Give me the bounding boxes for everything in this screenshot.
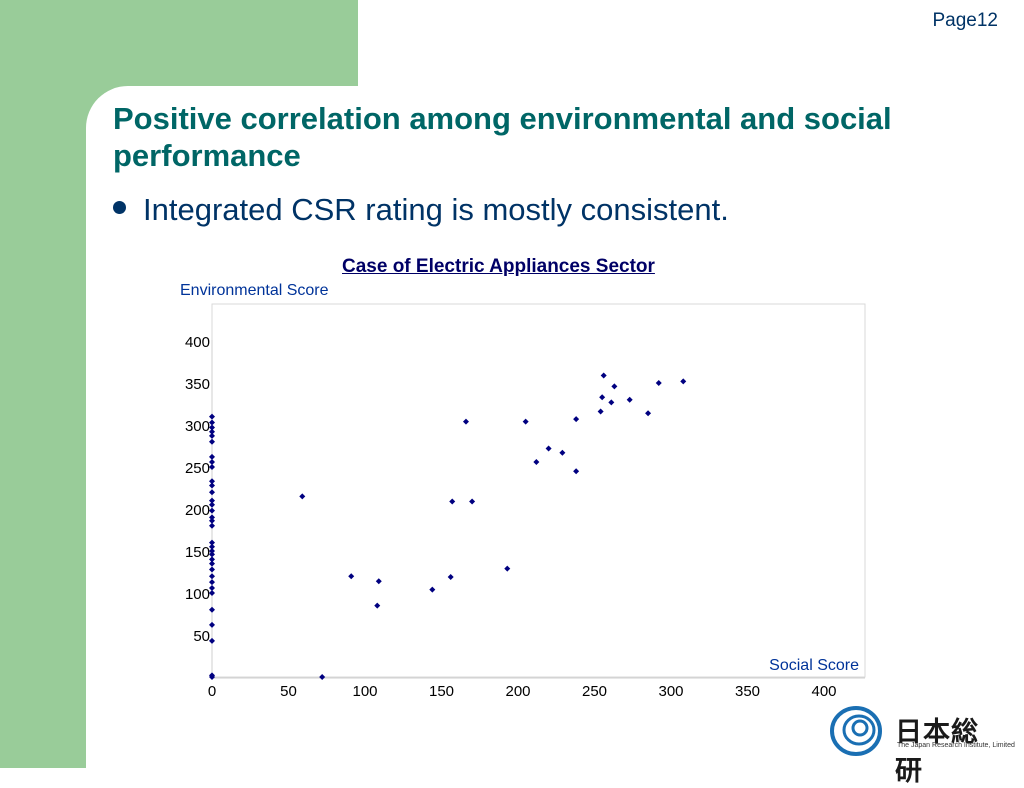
logo-name-japanese: 日本総研	[895, 717, 979, 787]
y-tick-label: 250	[185, 460, 210, 477]
x-tick-label: 300	[658, 683, 683, 700]
data-point	[209, 573, 215, 580]
x-tick-labels: 0 50 100 150 200 250 300 350 400	[208, 683, 837, 700]
y-tick-label: 350	[185, 376, 210, 393]
data-point	[374, 602, 381, 609]
data-point	[209, 432, 215, 439]
y-tick-label: 400	[185, 334, 210, 351]
data-point	[209, 453, 215, 460]
x-tick-label: 50	[280, 683, 297, 700]
data-point	[533, 458, 540, 465]
data-point	[608, 399, 615, 406]
data-point	[449, 498, 456, 505]
data-point	[611, 383, 618, 390]
data-point	[209, 637, 215, 644]
data-point	[209, 413, 215, 420]
data-point	[209, 539, 215, 546]
data-point	[209, 464, 215, 470]
logo-name-english: The Japan Research Institute, Limited	[897, 742, 1015, 749]
data-point	[545, 445, 552, 452]
data-point	[462, 418, 469, 425]
x-tick-label: 350	[735, 683, 760, 700]
data-point	[209, 522, 215, 529]
data-point	[573, 416, 580, 423]
data-point	[209, 501, 215, 508]
y-tick-label: 50	[193, 628, 210, 645]
data-point	[597, 408, 604, 415]
y-tick-labels: 50 100 150 200 250 300 350 400	[185, 334, 210, 645]
scatter-chart: Environmental Score Social Score 50 100 15…	[180, 282, 866, 700]
x-axis-label: Social Score	[769, 657, 859, 674]
data-point	[504, 565, 511, 572]
data-point	[209, 556, 215, 563]
y-tick-label: 200	[185, 502, 210, 519]
data-point	[559, 449, 566, 456]
x-tick-label: 200	[505, 683, 530, 700]
y-tick-label: 100	[185, 586, 210, 603]
data-point	[447, 574, 454, 581]
data-point	[209, 497, 215, 504]
data-point	[319, 674, 326, 680]
y-tick-label: 150	[185, 544, 210, 561]
data-point	[209, 672, 215, 679]
data-point	[209, 489, 215, 496]
data-point	[626, 396, 633, 403]
data-point	[209, 517, 215, 524]
company-logo: 日本総研 The Japan Research Institute, Limit…	[829, 704, 1015, 787]
data-point	[375, 578, 382, 585]
data-point	[209, 584, 215, 591]
data-point	[209, 590, 215, 596]
data-point	[348, 573, 355, 580]
data-point	[209, 566, 215, 573]
data-point	[655, 380, 662, 386]
data-point	[209, 424, 215, 431]
x-tick-label: 150	[429, 683, 454, 700]
data-point	[209, 419, 215, 426]
data-point	[209, 428, 215, 435]
data-point	[645, 410, 652, 417]
data-point	[429, 586, 436, 593]
y-axis-label: Environmental Score	[180, 282, 329, 299]
x-tick-label: 400	[811, 683, 836, 700]
data-point	[209, 548, 215, 554]
x-tick-label: 0	[208, 683, 216, 700]
bullet-text: Integrated CSR rating is mostly consiste…	[143, 192, 729, 227]
data-point	[209, 507, 215, 514]
data-point	[299, 493, 306, 500]
data-point	[209, 514, 215, 521]
data-point	[209, 551, 215, 558]
jri-swirl-logo-icon	[830, 706, 882, 756]
chart-title: Case of Electric Appliances Sector	[342, 256, 655, 277]
content-panel	[86, 86, 1024, 768]
page-number: Page12	[932, 10, 998, 31]
data-point	[209, 606, 215, 613]
bullet-item: Integrated CSR rating is mostly consiste…	[113, 192, 729, 228]
data-point	[522, 418, 529, 425]
bullet-dot-icon	[113, 201, 126, 215]
data-point	[209, 482, 215, 489]
data-point	[209, 478, 215, 485]
data-point	[209, 458, 215, 465]
slide-title: Positive correlation among environmental…	[113, 101, 892, 173]
data-point	[599, 394, 606, 401]
data-point	[209, 579, 215, 586]
data-point	[209, 438, 215, 445]
data-point	[469, 498, 476, 505]
data-point	[209, 560, 215, 567]
data-point	[209, 543, 215, 550]
data-points	[209, 372, 687, 680]
x-tick-label: 100	[352, 683, 377, 700]
y-tick-label: 300	[185, 418, 210, 435]
plot-frame	[211, 303, 866, 678]
data-point	[209, 621, 215, 628]
data-point	[600, 372, 607, 379]
data-point	[680, 378, 687, 385]
data-point	[573, 468, 580, 475]
x-tick-label: 250	[582, 683, 607, 700]
